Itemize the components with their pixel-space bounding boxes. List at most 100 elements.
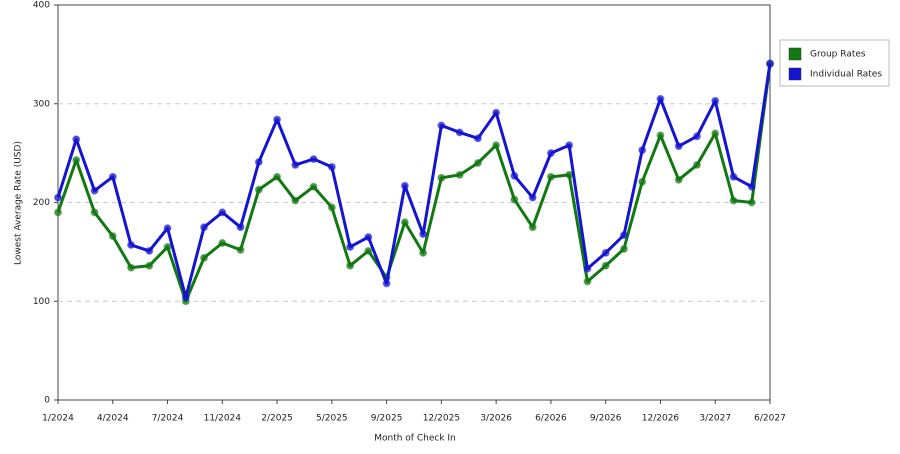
data-point [200, 253, 209, 262]
data-point [601, 248, 610, 257]
data-point [72, 156, 81, 164]
data-point [327, 163, 336, 171]
x-tick-label: 9/2026 [590, 414, 622, 424]
x-tick-label: 6/2027 [754, 414, 786, 424]
data-point [674, 175, 683, 184]
data-point [54, 193, 62, 202]
data-point [291, 196, 300, 205]
y-tick-label: 300 [33, 99, 50, 109]
data-point [693, 161, 701, 169]
data-point [346, 242, 355, 251]
data-point [145, 261, 154, 270]
data-point [254, 185, 263, 194]
data-point [54, 208, 62, 217]
data-point [437, 121, 446, 130]
x-tick-label: 3/2026 [480, 414, 512, 424]
data-point [583, 277, 592, 286]
data-point [583, 264, 592, 273]
data-point [711, 129, 720, 138]
data-point [619, 231, 628, 240]
data-point [364, 246, 373, 255]
data-point [638, 146, 647, 155]
data-point [766, 59, 774, 68]
data-point [747, 198, 756, 207]
data-point [108, 172, 117, 181]
data-point [218, 239, 227, 247]
data-point [400, 218, 409, 227]
data-point [218, 208, 227, 217]
data-point [546, 149, 555, 158]
data-point [419, 230, 428, 239]
data-point [419, 248, 428, 257]
y-tick-label: 400 [33, 1, 50, 11]
data-point [528, 193, 537, 202]
data-point [711, 96, 720, 105]
y-tick-label: 0 [44, 396, 50, 406]
data-point [200, 223, 209, 232]
data-point [254, 158, 263, 166]
data-point [163, 242, 172, 251]
series-line [56, 63, 772, 299]
data-point [510, 171, 519, 180]
x-tick-label: 7/2024 [152, 414, 184, 424]
data-point [546, 172, 555, 181]
data-point [236, 245, 245, 254]
data-point [273, 172, 282, 181]
data-point [656, 131, 665, 140]
data-point [437, 173, 446, 182]
y-tick-label: 200 [33, 198, 50, 208]
data-point [492, 141, 501, 150]
x-tick-label: 12/2026 [642, 414, 680, 424]
data-point [400, 181, 409, 190]
data-point [510, 195, 519, 204]
x-tick-label: 4/2024 [97, 414, 129, 424]
y-tick-label: 100 [33, 297, 50, 307]
data-point [163, 224, 172, 233]
data-point [90, 208, 99, 217]
data-point [181, 293, 190, 302]
x-tick-label: 3/2027 [699, 414, 731, 424]
data-point [127, 241, 135, 249]
legend-label: Individual Rates [810, 70, 882, 80]
series-line [56, 64, 772, 303]
data-point [346, 261, 355, 270]
data-point [127, 263, 135, 272]
data-point [236, 223, 245, 232]
data-point [601, 261, 610, 270]
y-axis-label: Lowest Average Rate (USD) [14, 141, 24, 265]
data-point [565, 170, 574, 179]
legend-swatch [788, 67, 802, 81]
x-tick-label: 11/2024 [204, 414, 242, 424]
data-point [747, 182, 756, 191]
x-tick-label: 12/2025 [423, 414, 460, 424]
data-point [382, 279, 391, 288]
legend-swatch [788, 47, 802, 61]
x-tick-label: 6/2026 [535, 414, 567, 424]
data-point [145, 246, 154, 255]
data-point [565, 141, 574, 150]
data-point [364, 233, 373, 242]
data-point [455, 128, 464, 137]
data-point [291, 161, 300, 169]
x-tick-label: 1/2024 [42, 414, 74, 424]
data-point [528, 223, 537, 232]
data-point [309, 155, 318, 164]
data-point [327, 203, 336, 212]
data-point [619, 244, 628, 253]
data-point [656, 94, 665, 103]
data-point [729, 172, 738, 181]
data-point [108, 232, 117, 241]
data-point [473, 134, 482, 143]
x-tick-label: 2/2025 [261, 414, 293, 424]
data-point [492, 108, 501, 117]
data-point [455, 170, 464, 179]
data-point [273, 115, 282, 124]
data-point [638, 177, 647, 186]
data-point [729, 196, 738, 205]
x-tick-label: 9/2025 [371, 414, 403, 424]
data-point [693, 132, 701, 141]
data-point [90, 186, 99, 195]
x-axis-label: Month of Check In [374, 434, 456, 444]
data-point [473, 159, 482, 167]
